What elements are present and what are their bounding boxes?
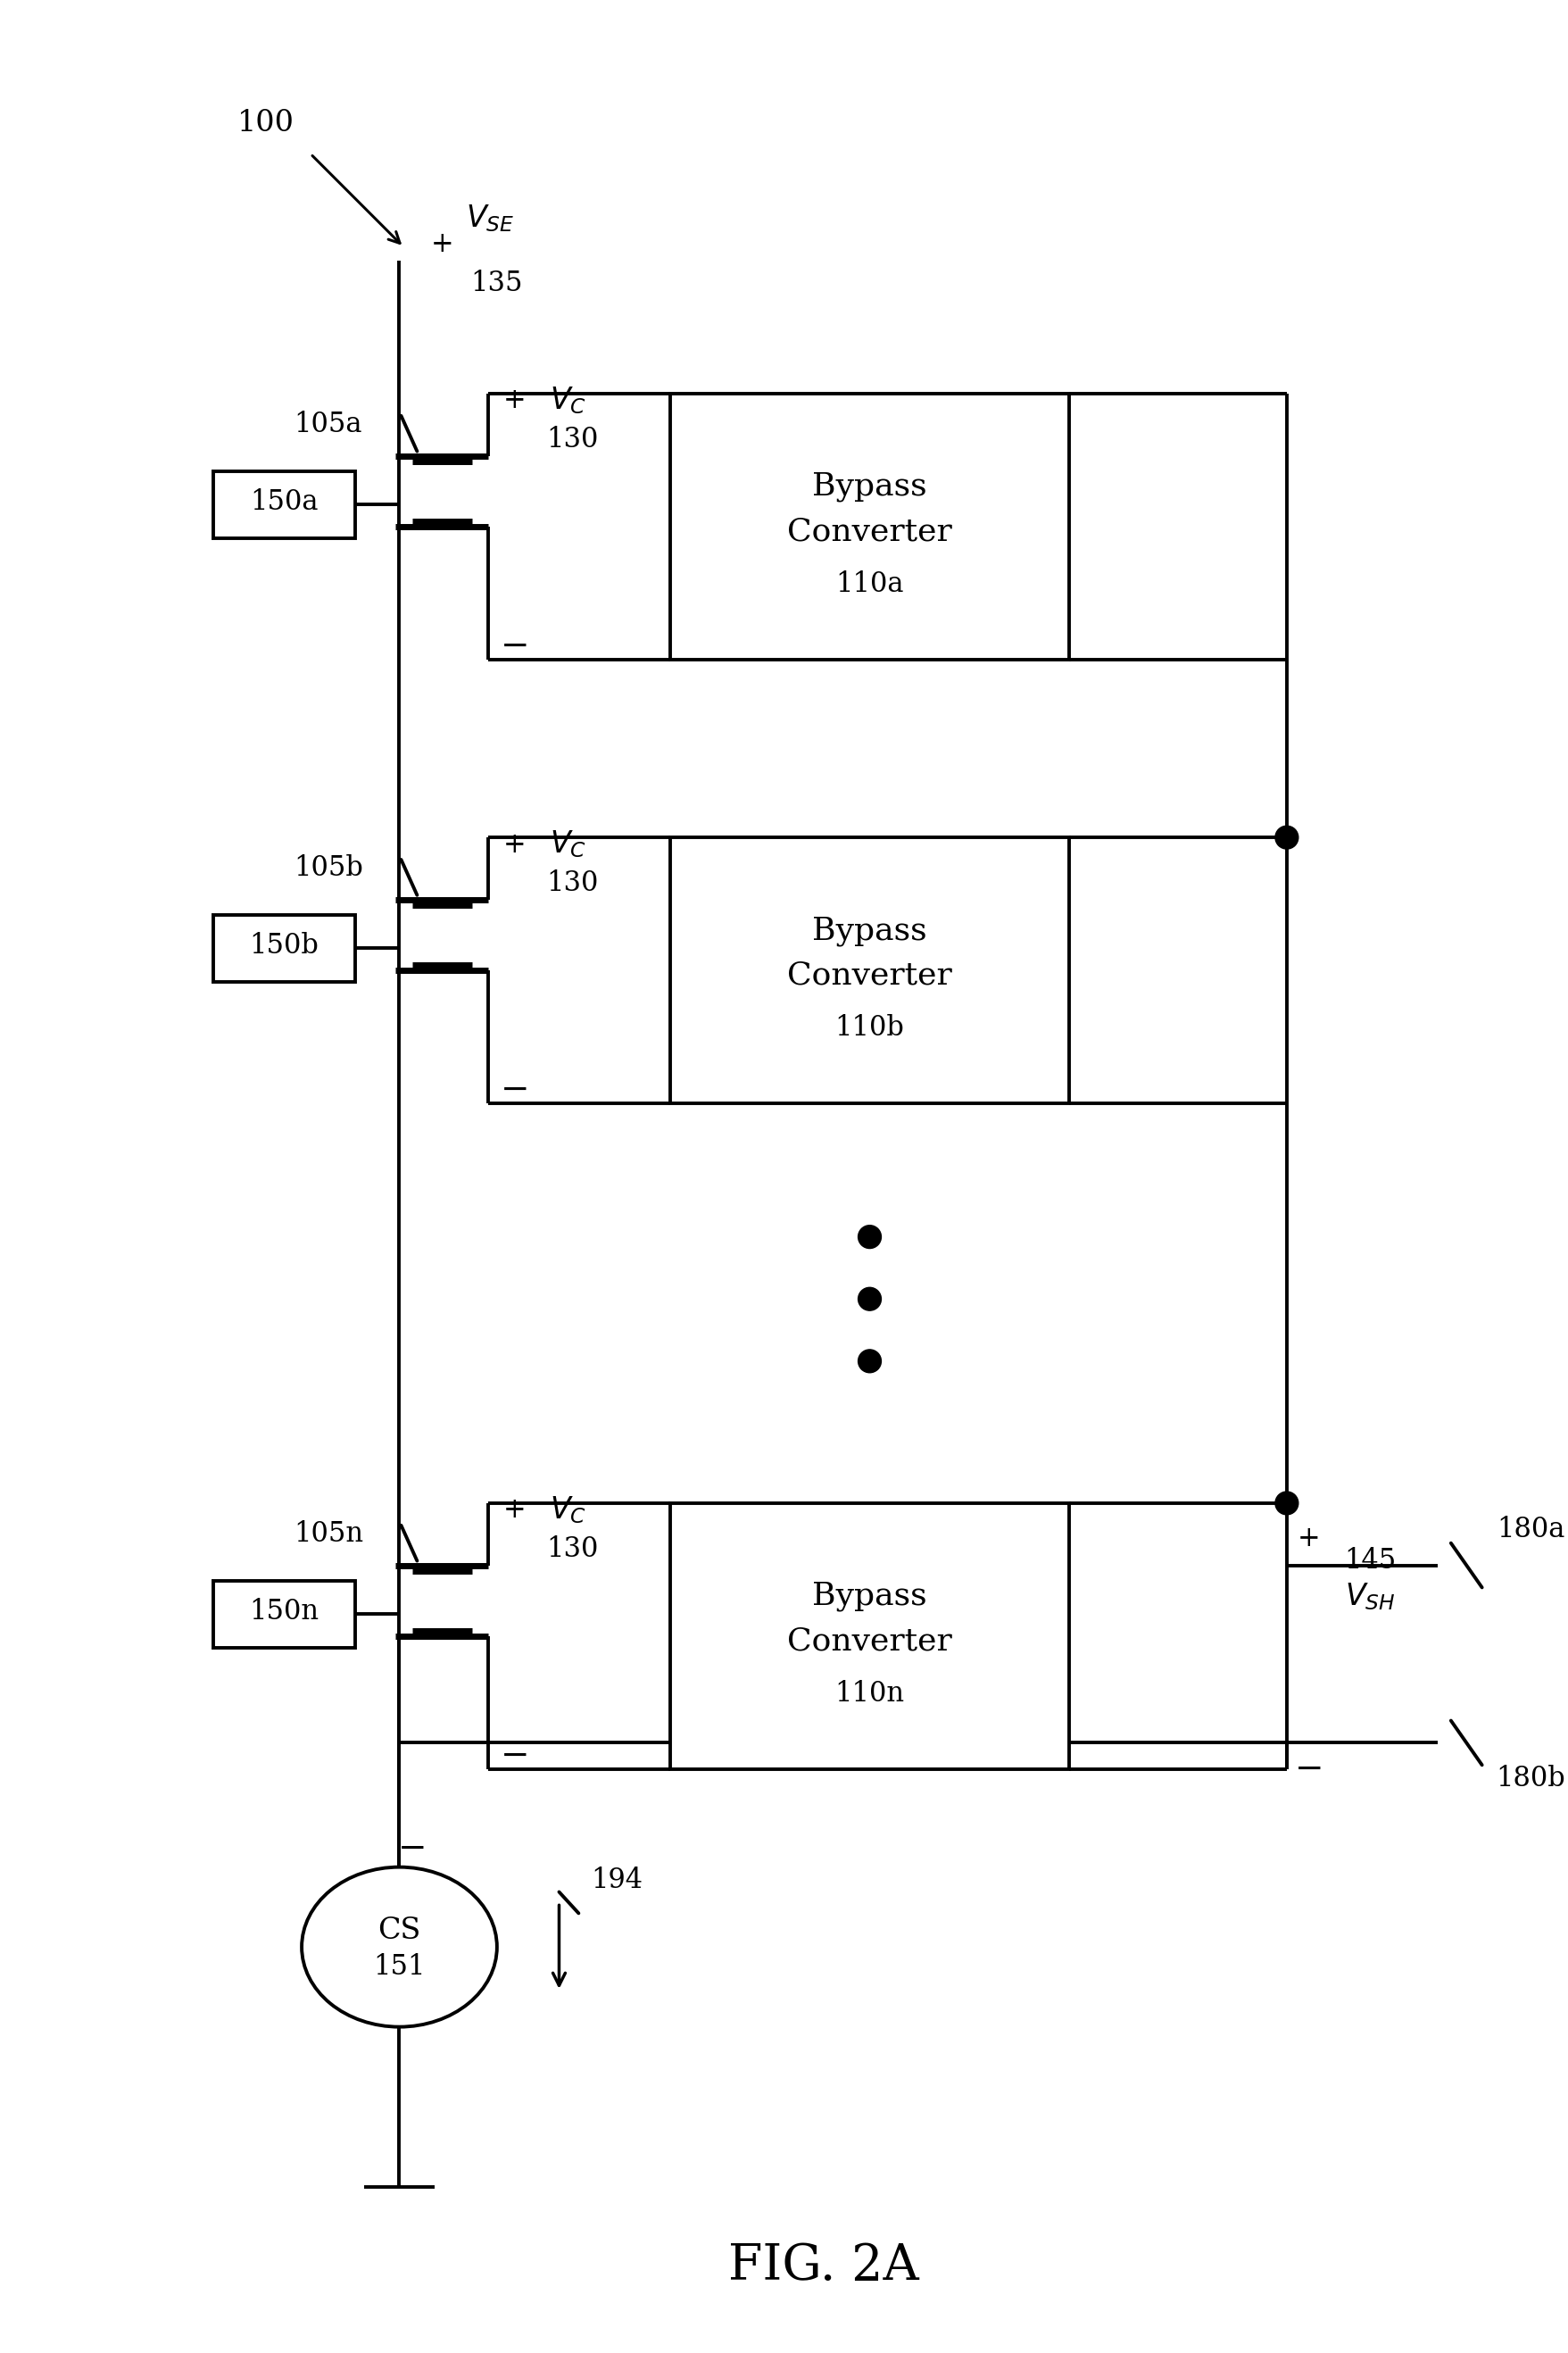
Bar bbox=[670, 838, 1069, 1104]
Circle shape bbox=[1275, 826, 1298, 849]
Text: +: + bbox=[430, 231, 453, 259]
Text: +: + bbox=[1298, 1525, 1320, 1553]
Text: 150n: 150n bbox=[249, 1598, 318, 1626]
Text: FIG. 2A: FIG. 2A bbox=[729, 2242, 919, 2292]
Text: −: − bbox=[398, 1833, 426, 1866]
Text: −: − bbox=[500, 1739, 530, 1772]
Circle shape bbox=[858, 1226, 881, 1249]
Bar bbox=[213, 1581, 354, 1647]
Text: CS: CS bbox=[378, 1918, 420, 1946]
Text: Bypass: Bypass bbox=[812, 1581, 927, 1612]
Text: 110b: 110b bbox=[834, 1014, 905, 1042]
Text: 180b: 180b bbox=[1496, 1765, 1565, 1793]
Text: −: − bbox=[500, 1073, 530, 1106]
Text: $V_{SE}$: $V_{SE}$ bbox=[466, 202, 514, 233]
Text: 110n: 110n bbox=[834, 1680, 905, 1708]
Ellipse shape bbox=[301, 1866, 497, 2026]
Text: Bypass: Bypass bbox=[812, 915, 927, 946]
Text: Converter: Converter bbox=[787, 1626, 952, 1657]
Text: 105n: 105n bbox=[293, 1520, 364, 1548]
Text: Bypass: Bypass bbox=[812, 471, 927, 501]
Text: 110a: 110a bbox=[836, 572, 903, 598]
Circle shape bbox=[858, 1351, 881, 1372]
Text: +: + bbox=[503, 386, 527, 414]
Text: 105a: 105a bbox=[295, 412, 362, 438]
Text: 135: 135 bbox=[470, 268, 522, 296]
Text: 130: 130 bbox=[546, 426, 599, 454]
Text: 151: 151 bbox=[373, 1953, 425, 1981]
Text: 130: 130 bbox=[546, 871, 599, 896]
Text: +: + bbox=[503, 1497, 527, 1525]
Text: 180a: 180a bbox=[1497, 1515, 1565, 1544]
Text: −: − bbox=[500, 631, 530, 664]
Text: −: − bbox=[1295, 1753, 1323, 1786]
Text: 145: 145 bbox=[1344, 1546, 1397, 1574]
Bar bbox=[670, 1504, 1069, 1769]
Text: Converter: Converter bbox=[787, 515, 952, 546]
Bar bbox=[670, 393, 1069, 659]
Text: $V_C$: $V_C$ bbox=[550, 828, 586, 859]
Text: $V_C$: $V_C$ bbox=[550, 386, 586, 416]
Text: 130: 130 bbox=[546, 1537, 599, 1562]
Text: $V_C$: $V_C$ bbox=[550, 1494, 586, 1525]
Text: +: + bbox=[503, 831, 527, 859]
Text: $V_{SH}$: $V_{SH}$ bbox=[1344, 1581, 1396, 1612]
Bar bbox=[213, 915, 354, 981]
Circle shape bbox=[1275, 1492, 1298, 1515]
Circle shape bbox=[858, 1287, 881, 1311]
Bar bbox=[213, 471, 354, 539]
Text: Converter: Converter bbox=[787, 960, 952, 991]
Text: 150a: 150a bbox=[249, 487, 318, 515]
Text: 100: 100 bbox=[238, 108, 295, 136]
Text: 150b: 150b bbox=[249, 932, 318, 960]
Text: 194: 194 bbox=[591, 1866, 643, 1894]
Text: 105b: 105b bbox=[293, 854, 364, 882]
